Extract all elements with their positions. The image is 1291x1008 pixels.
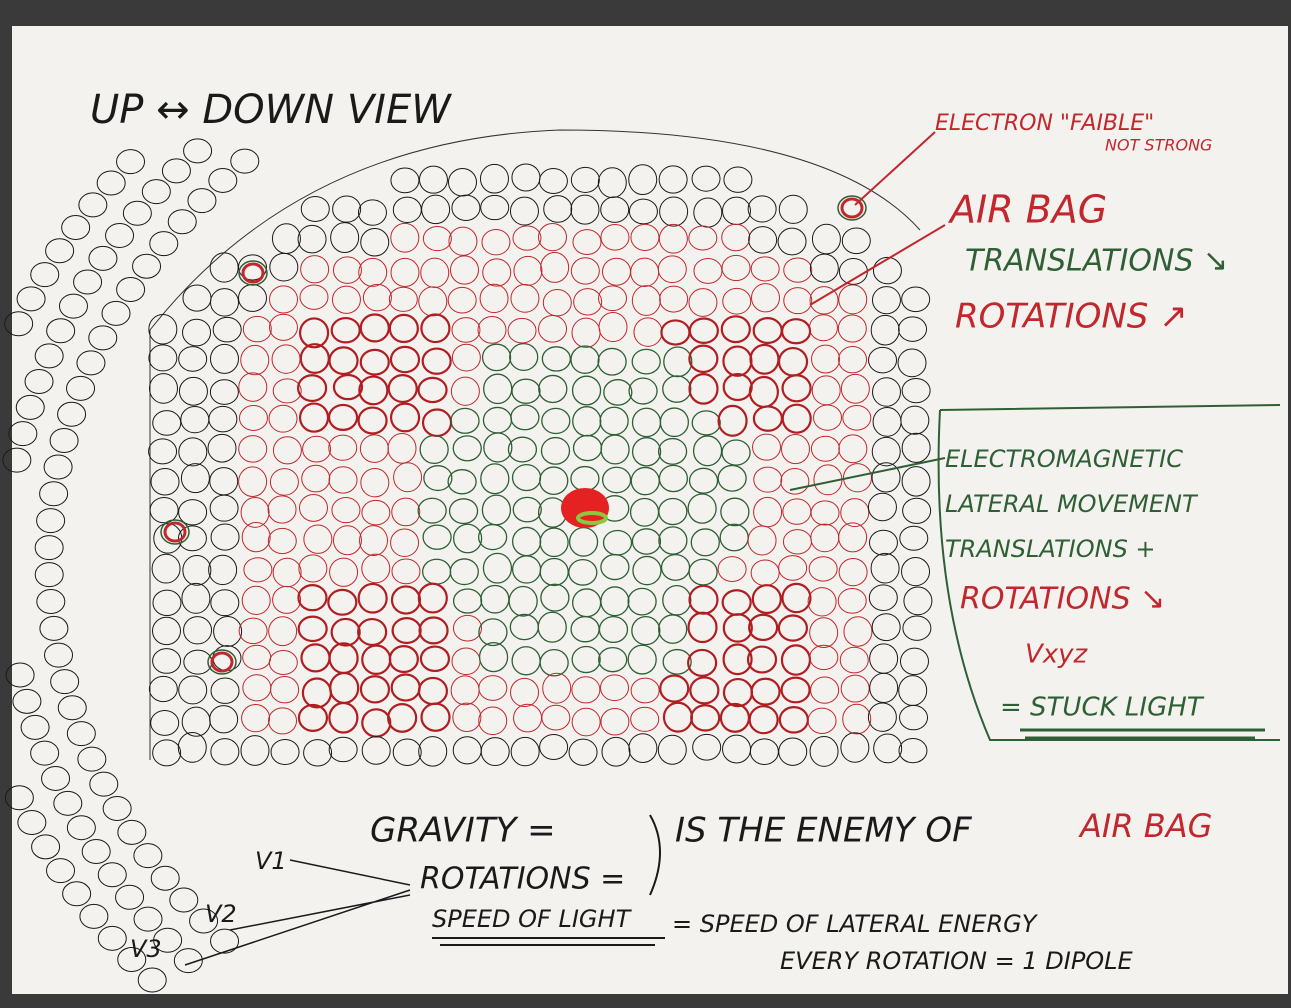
note: LATERAL MOVEMENT: [945, 490, 1199, 518]
note: ROTATIONS ↗: [955, 297, 1188, 337]
page: UP ↔ DOWN VIEW ELECTRON "FAIBLE" NOT STR…: [0, 0, 1291, 1008]
velocity: V3: [130, 935, 162, 963]
note: ELECTROMAGNETIC: [945, 445, 1183, 473]
title: UP ↔ DOWN VIEW: [90, 87, 452, 133]
note: EVERY ROTATION = 1 DIPOLE: [780, 947, 1134, 975]
note: = STUCK LIGHT: [1000, 693, 1205, 723]
note: Vxyz: [1025, 640, 1089, 670]
velocity: V1: [255, 847, 287, 875]
note: ROTATIONS ↘: [960, 582, 1165, 617]
note: AIR BAG: [947, 188, 1107, 232]
note: GRAVITY =: [370, 811, 556, 851]
note: = SPEED OF LATERAL ENERGY: [672, 910, 1039, 938]
note: AIR BAG: [1078, 807, 1212, 845]
note: SPEED OF LIGHT: [432, 905, 633, 933]
note: IS THE ENEMY OF: [675, 811, 972, 851]
note: NOT STRONG: [1105, 136, 1212, 155]
note: ELECTRON "FAIBLE": [935, 111, 1154, 136]
photo: UP ↔ DOWN VIEW ELECTRON "FAIBLE" NOT STR…: [0, 0, 1291, 1008]
velocity: V2: [205, 900, 237, 928]
note: TRANSLATIONS +: [945, 535, 1156, 563]
note: TRANSLATIONS ↘: [965, 244, 1228, 279]
note: ROTATIONS =: [420, 862, 625, 897]
